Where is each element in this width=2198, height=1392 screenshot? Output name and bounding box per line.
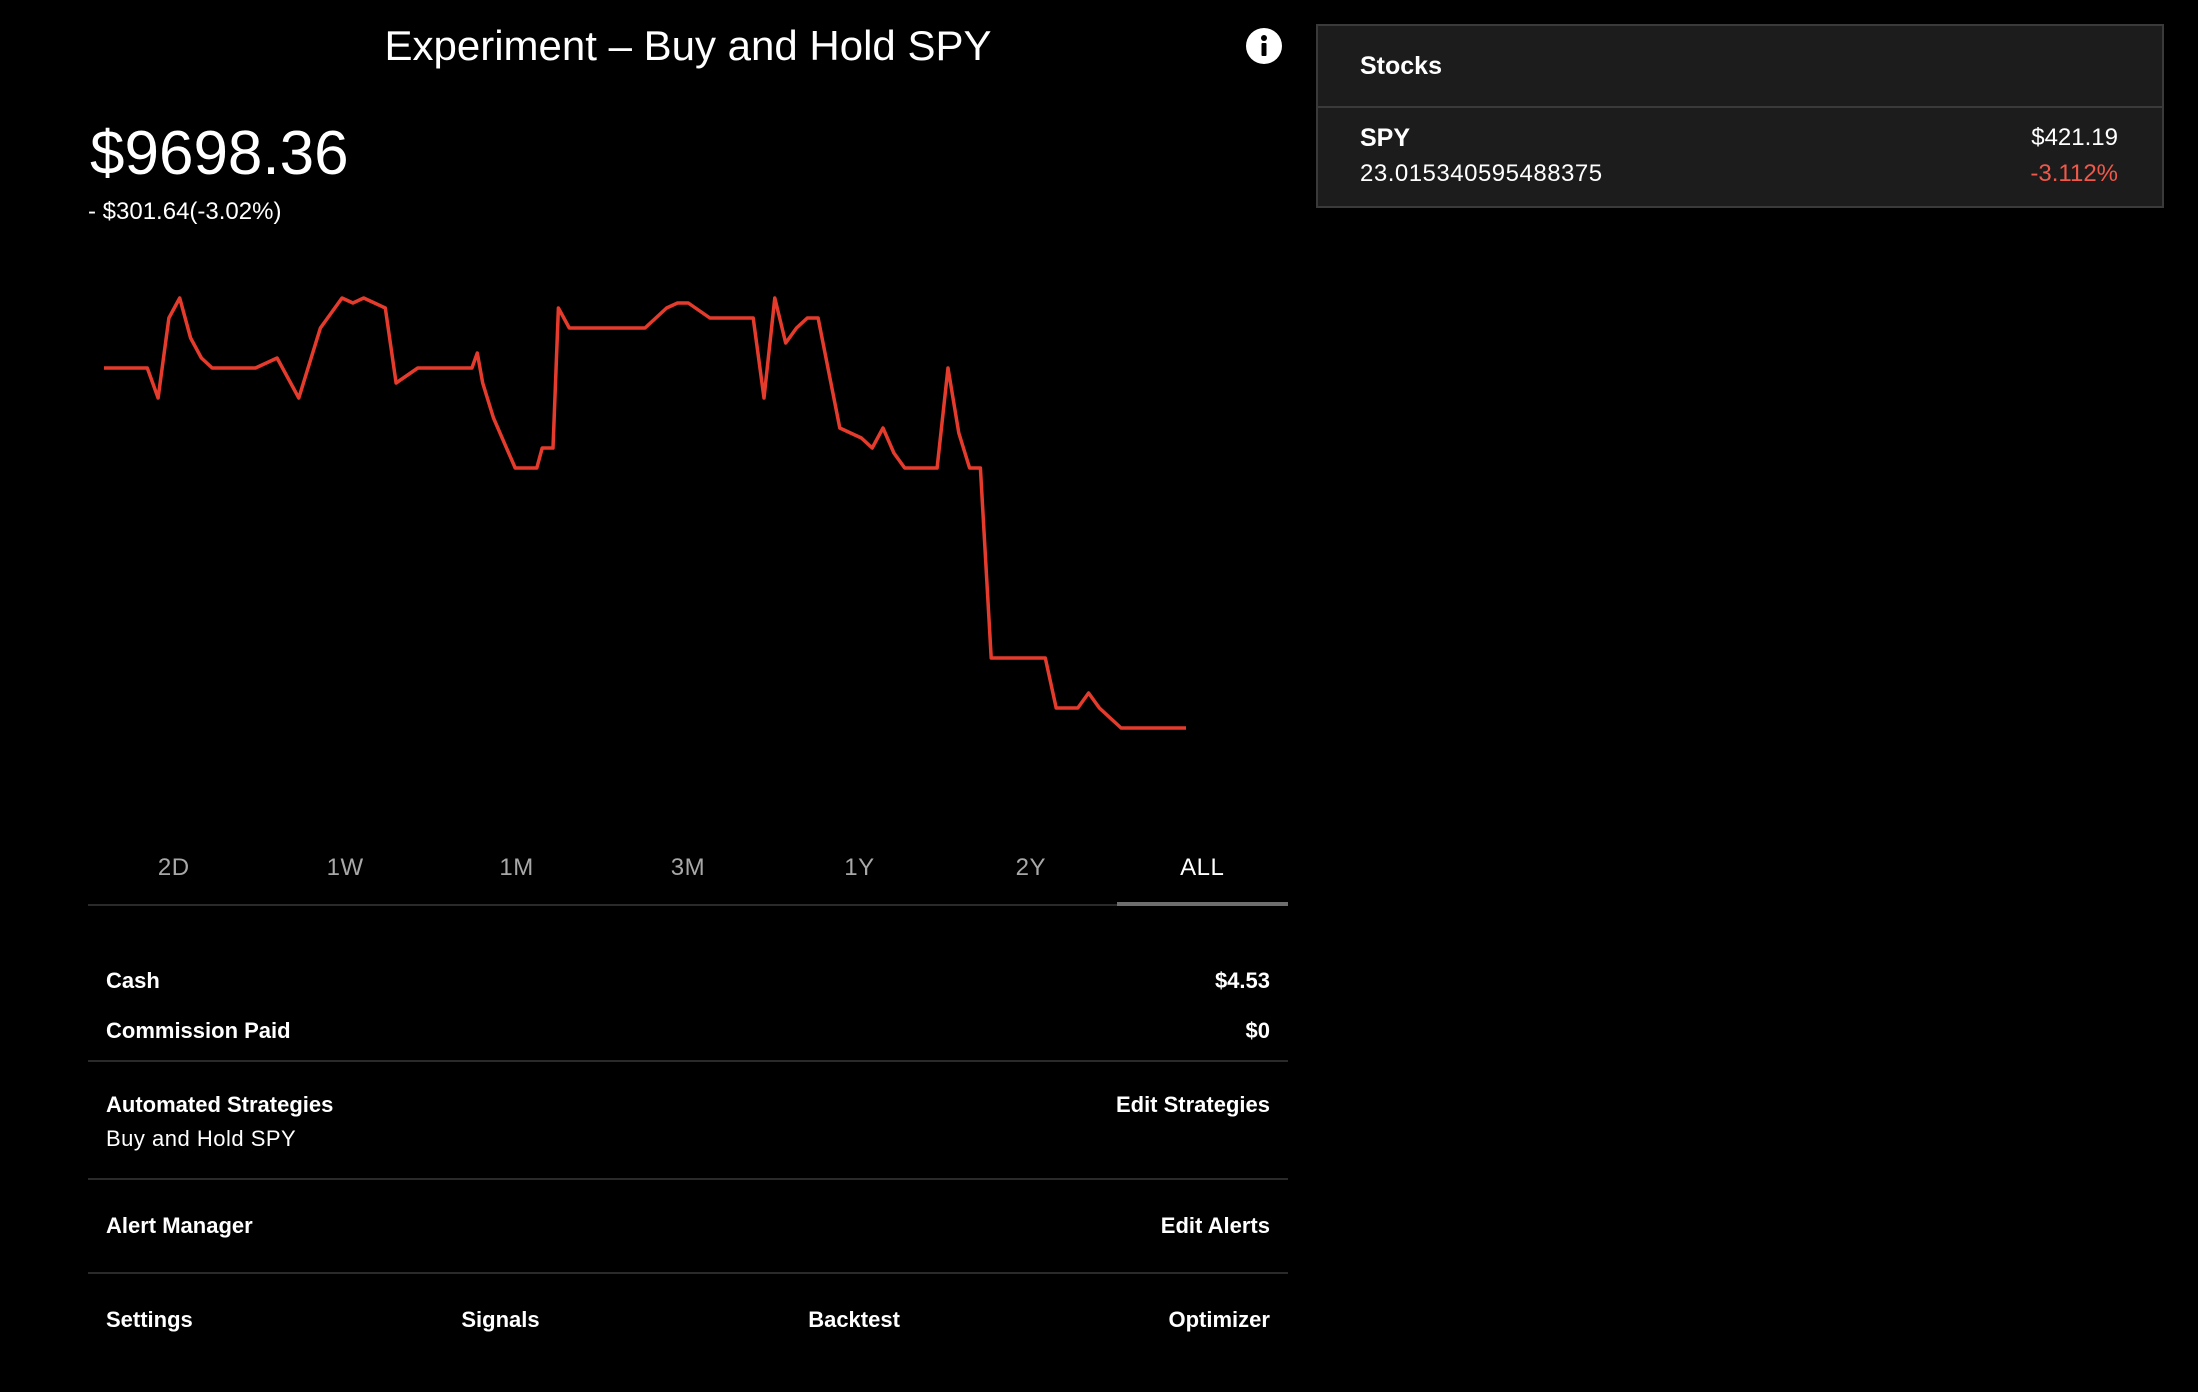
automated-strategies-label: Automated Strategies [106,1092,334,1117]
tab-1m[interactable]: 1M [499,854,534,881]
tab-2y[interactable]: 2Y [1015,854,1046,881]
bottom-nav: Settings Signals Backtest Optimizer [88,1274,1288,1366]
signals-button[interactable]: Signals [461,1307,540,1332]
tab-all[interactable]: ALL [1116,832,1289,906]
commission-label: Commission Paid [106,1018,291,1043]
account-details: Cash $4.53 Commission Paid $0 Automated … [88,904,1288,1366]
tab-2d[interactable]: 2D [157,854,190,881]
alert-manager-label: Alert Manager [106,1213,253,1238]
info-icon[interactable] [1246,28,1282,64]
alert-manager-section: Alert Manager Edit Alerts [88,1180,1288,1274]
time-range-tabs: 2D 1W 1M 3M 1Y 2Y ALL [88,832,1289,906]
tab-1y[interactable]: 1Y [844,854,875,881]
stock-symbol: SPY [1360,124,1411,152]
stock-change-percent: -3.112% [2030,160,2118,187]
optimizer-button[interactable]: Optimizer [1168,1307,1270,1332]
tab-3m[interactable]: 3M [670,854,706,881]
portfolio-change: - $301.64(-3.02%) [88,198,282,225]
settings-button[interactable]: Settings [106,1307,193,1332]
cash-value: $4.53 [1214,968,1270,993]
backtest-button[interactable]: Backtest [808,1307,900,1332]
stock-price: $421.19 [2031,124,2118,151]
commission-value: $0 [1245,1018,1270,1043]
account-summary: Cash $4.53 Commission Paid $0 [88,904,1288,1062]
stocks-panel: Stocks SPY 23.015340595488375 $421.19 -3… [1316,24,2164,208]
commission-row: Commission Paid $0 [88,1006,1288,1056]
tab-1w[interactable]: 1W [326,854,364,881]
stock-row-spy[interactable]: SPY 23.015340595488375 $421.19 -3.112% [1318,108,2162,206]
cash-label: Cash [106,968,160,993]
edit-alerts-button[interactable]: Edit Alerts [1160,1213,1270,1238]
cash-row: Cash $4.53 [88,956,1288,1006]
stock-shares: 23.015340595488375 [1360,160,1603,187]
portfolio-balance: $9698.36 [90,119,349,188]
performance-chart [88,250,1288,810]
automated-strategies-section: Automated Strategies Edit Strategies Buy… [88,1062,1288,1180]
portfolio-value-line [104,296,1186,730]
page-title: Experiment – Buy and Hold SPY [384,22,992,69]
current-strategy: Buy and Hold SPY [106,1126,297,1151]
edit-strategies-button[interactable]: Edit Strategies [1115,1092,1270,1117]
stocks-header: Stocks [1318,26,2162,108]
